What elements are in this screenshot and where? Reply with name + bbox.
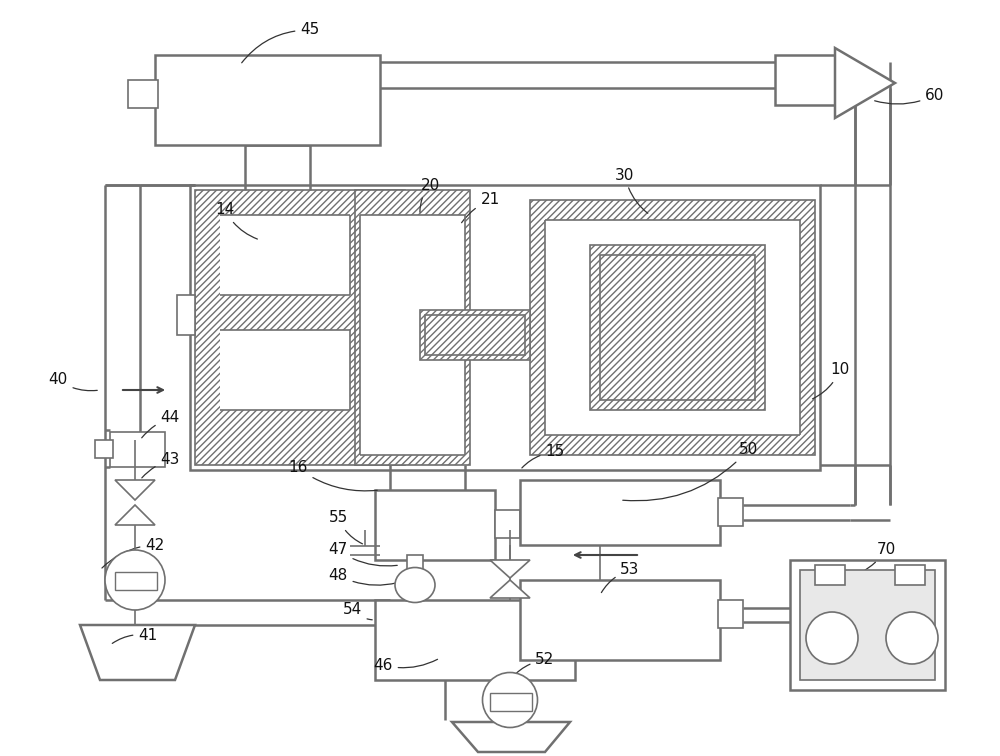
Bar (195, 190, 405, 465)
Text: 54: 54 (342, 603, 372, 620)
Circle shape (886, 612, 938, 664)
Bar (128, 80, 158, 108)
Bar (600, 255, 755, 400)
Text: 60: 60 (875, 88, 945, 104)
Bar (490, 693, 532, 711)
Bar (425, 315, 525, 355)
Bar (360, 215, 465, 455)
Text: 16: 16 (288, 460, 377, 491)
Text: 53: 53 (601, 562, 640, 593)
Bar (520, 580, 720, 660)
Polygon shape (115, 480, 155, 500)
Text: 52: 52 (512, 652, 555, 678)
Text: 21: 21 (462, 193, 500, 223)
Text: 30: 30 (615, 168, 648, 213)
Bar (790, 560, 945, 690)
Bar (495, 510, 520, 538)
Bar (718, 600, 743, 628)
Polygon shape (490, 580, 530, 598)
Text: 40: 40 (48, 373, 97, 391)
Text: 51: 51 (500, 702, 520, 727)
Polygon shape (115, 505, 155, 525)
Bar (155, 55, 380, 145)
Circle shape (806, 612, 858, 664)
Bar (530, 200, 815, 455)
Text: 47: 47 (328, 543, 397, 566)
Ellipse shape (482, 673, 538, 727)
Text: 15: 15 (522, 445, 565, 468)
Polygon shape (835, 48, 895, 118)
Text: 44: 44 (142, 411, 180, 438)
Bar (110, 432, 165, 467)
Text: 10: 10 (813, 362, 850, 399)
Text: 55: 55 (328, 510, 362, 544)
Ellipse shape (395, 568, 435, 603)
Text: 41: 41 (112, 627, 158, 643)
Bar (800, 570, 935, 680)
Bar (95, 440, 113, 458)
Ellipse shape (105, 550, 165, 610)
Bar (520, 480, 720, 545)
Bar (895, 565, 925, 585)
Bar (375, 490, 495, 560)
Bar (425, 315, 525, 355)
Text: 14: 14 (215, 203, 257, 239)
Bar (220, 330, 350, 410)
Text: 42: 42 (102, 538, 165, 568)
Bar (815, 565, 845, 585)
Bar (115, 572, 157, 590)
Bar (190, 185, 820, 470)
Bar (775, 55, 835, 105)
Text: 46: 46 (373, 658, 438, 673)
Bar (355, 190, 470, 465)
Bar (718, 498, 743, 526)
Polygon shape (490, 560, 530, 578)
Bar (375, 600, 575, 680)
Bar (590, 245, 765, 410)
Text: 48: 48 (328, 568, 397, 585)
Text: 45: 45 (242, 23, 320, 63)
Bar (420, 310, 530, 360)
Text: 70: 70 (843, 543, 896, 579)
Text: 20: 20 (420, 178, 440, 212)
Text: 50: 50 (623, 442, 758, 500)
Bar (407, 555, 423, 580)
Bar (545, 220, 800, 435)
Bar (177, 295, 195, 335)
Polygon shape (80, 625, 195, 680)
Bar (220, 215, 350, 295)
Text: 43: 43 (142, 453, 180, 478)
Bar (600, 255, 755, 400)
Polygon shape (452, 722, 570, 752)
